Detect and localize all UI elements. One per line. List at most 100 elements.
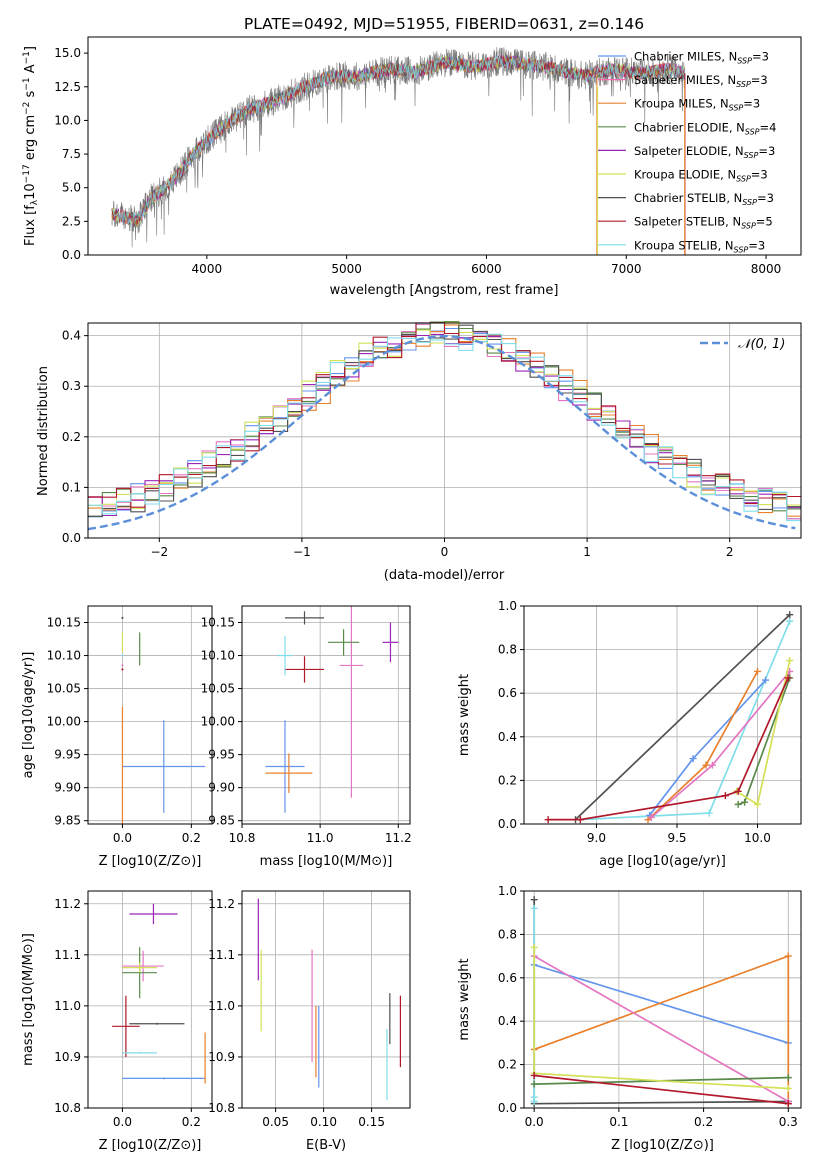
axis-ylabel: mass weight <box>457 958 472 1040</box>
y-tick-label: 0.1 <box>62 480 81 494</box>
weight-marker <box>784 674 792 682</box>
axes-frame <box>241 890 411 1109</box>
weight-line <box>648 679 767 816</box>
y-tick-label: 10.0 <box>54 113 81 127</box>
y-tick-label: 10.15 <box>201 616 235 630</box>
weight-marker <box>702 761 710 769</box>
weight-marker <box>784 1100 792 1108</box>
model-spectrum-line <box>111 53 686 228</box>
residual-histogram <box>88 322 801 508</box>
y-tick-label: 10.8 <box>208 1101 235 1115</box>
weight-marker <box>708 761 716 769</box>
x-tick-label: 8000 <box>751 262 782 276</box>
weight-line <box>533 899 789 1105</box>
y-tick-label: 0.2 <box>498 773 517 787</box>
y-tick-label: 10.05 <box>201 682 235 696</box>
weight-marker <box>784 1074 792 1082</box>
axis-ylabel: mass [log10(M/M⊙)] <box>21 933 36 1066</box>
y-tick-label: 12.5 <box>54 80 81 94</box>
model-spectrum-line <box>111 53 686 227</box>
weight-marker <box>530 1080 538 1088</box>
model-spectrum-line <box>111 55 686 226</box>
y-tick-label: 9.90 <box>54 781 81 795</box>
axis-xlabel: age [log10(age/yr)] <box>599 854 726 869</box>
axis-xlabel: Z [log10(Z/Z⊙)] <box>611 1138 714 1153</box>
y-tick-label: 0.2 <box>62 430 81 444</box>
y-tick-label: 10.00 <box>201 715 235 729</box>
y-tick-label: 0.8 <box>498 643 517 657</box>
y-tick-label: 5.0 <box>62 181 81 195</box>
axes-frame <box>523 890 802 1109</box>
weight-marker <box>689 755 697 763</box>
x-tick-label: 11.2 <box>385 831 412 845</box>
weight-marker <box>786 611 794 619</box>
weight-marker <box>784 952 792 960</box>
weight-marker <box>786 657 794 664</box>
x-tick-label: 0 <box>441 545 449 559</box>
model-spectrum-line <box>111 54 686 227</box>
y-tick-label: 9.85 <box>54 814 81 828</box>
y-tick-label: 0.0 <box>498 1101 517 1115</box>
weight-line <box>548 677 789 821</box>
spectrum-panel: PLATE=0492, MJD=51955, FIBERID=0631, z=0… <box>22 15 802 298</box>
weight-marker <box>544 816 552 824</box>
axes-frame <box>87 605 213 825</box>
axes-frame <box>87 890 213 1109</box>
x-tick-label: 10.0 <box>744 831 771 845</box>
y-tick-label: 0.4 <box>498 730 517 744</box>
axis-xlabel: mass [log10(M/M⊙)] <box>260 854 393 869</box>
model-spectrum-line <box>111 55 686 228</box>
legend-label: Salpeter STELIB, NSSP=5 <box>634 215 773 231</box>
weight-marker <box>754 667 762 675</box>
weight-line <box>533 955 789 1103</box>
y-tick-label: 9.95 <box>54 748 81 762</box>
legend-label: 𝒩(0, 1) <box>738 337 785 352</box>
y-tick-label: 9.95 <box>208 748 235 762</box>
weight-line <box>574 614 791 821</box>
residual-histogram <box>88 321 801 518</box>
residual-xlabel: (data-model)/error <box>384 568 505 583</box>
weight-vs-age-panel: 9.0 9.5 10.0 0.0 0.2 0.4 0.6 0.8 1.0 age [log10(a… <box>457 599 802 869</box>
y-tick-label: 10.05 <box>47 682 81 696</box>
legend-label: Kroupa ELODIE, NSSP=3 <box>634 168 768 184</box>
x-tick-label: 7000 <box>611 262 642 276</box>
weight-marker <box>784 1084 792 1092</box>
x-tick-label: 0.0 <box>525 1115 544 1129</box>
x-tick-label: 4000 <box>192 262 223 276</box>
x-tick-label: 11.0 <box>307 831 334 845</box>
weight-line <box>580 620 791 821</box>
y-tick-label: 0.0 <box>62 531 81 545</box>
weight-marker <box>530 1071 538 1079</box>
x-tick-label: 9.0 <box>587 831 606 845</box>
weight-marker <box>721 792 729 800</box>
y-tick-label: 11.1 <box>208 948 235 962</box>
residual-axes-frame <box>87 322 802 539</box>
residual-panel: −2 −1 0 1 2 0.0 0.1 0.2 0.3 0.4 𝒩(0, 1) (data-mod… <box>36 321 802 583</box>
x-tick-label: 0.2 <box>182 831 201 845</box>
mass-vs-ebv-panel: 0.05 0.10 0.15 10.8 10.9 11.0 11.1 11.2 E(B-V) <box>208 890 411 1153</box>
x-tick-label: −1 <box>293 545 311 559</box>
weight-marker <box>530 1097 538 1105</box>
residual-ylabel: Normed distribution <box>36 366 51 496</box>
x-tick-label: 10.8 <box>229 831 256 845</box>
model-spectrum-line <box>111 55 686 228</box>
y-tick-label: 0.0 <box>62 248 81 262</box>
weight-marker <box>762 676 770 684</box>
age-vs-Z-panel: 0.0 0.2 9.85 9.90 9.95 10.00 10.05 10.10 10.15 Z … <box>21 605 213 869</box>
weight-marker <box>530 943 538 951</box>
y-tick-label: 0.6 <box>498 686 517 700</box>
model-spectrum-line <box>111 54 685 228</box>
legend-label: Chabrier ELODIE, NSSP=4 <box>634 120 776 136</box>
weight-line <box>533 947 789 1090</box>
y-tick-label: 10.10 <box>47 649 81 663</box>
weight-marker <box>734 800 742 808</box>
y-tick-label: 1.0 <box>498 884 517 898</box>
y-tick-label: 9.85 <box>208 814 235 828</box>
y-tick-label: 11.1 <box>54 948 81 962</box>
weight-line <box>533 963 789 1044</box>
y-tick-label: 0.0 <box>498 817 517 831</box>
x-tick-label: 0.2 <box>182 1115 201 1129</box>
legend-label: Chabrier MILES, NSSP=3 <box>634 50 769 66</box>
spectrum-ylabel: Flux [fλ10−17 erg cm−2 s−1 A−1] <box>22 46 40 246</box>
x-tick-label: 0.15 <box>358 1115 385 1129</box>
